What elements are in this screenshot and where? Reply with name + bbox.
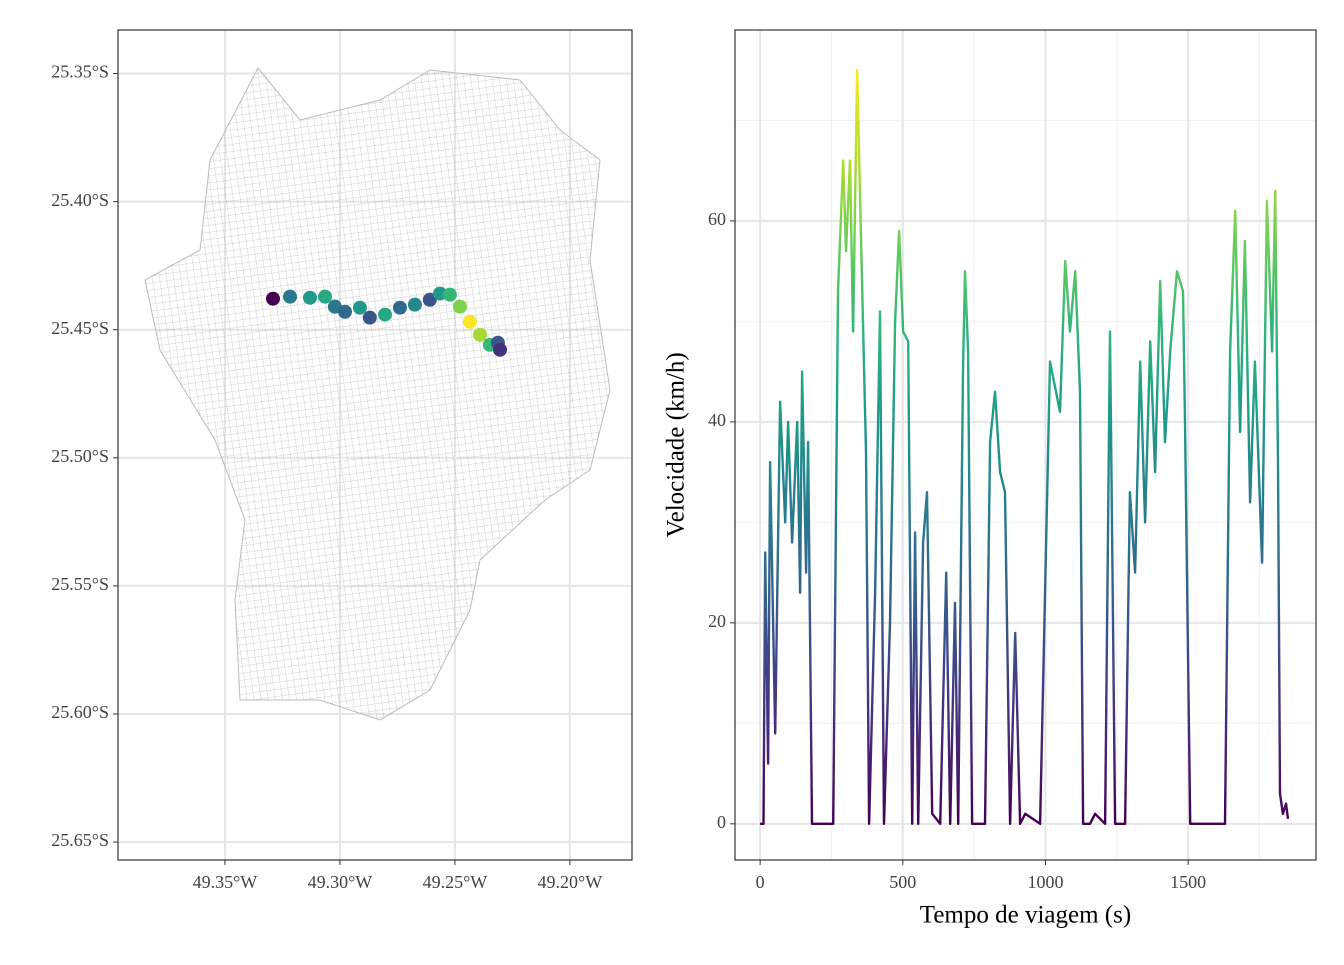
panel-border: [734, 29, 1317, 861]
x-tick-label: 49.20°W: [538, 872, 603, 892]
street-network: [144, 67, 611, 721]
panel-border: [117, 29, 633, 861]
y-tick-label: 25.50°S: [51, 446, 109, 466]
trajectory-point: [392, 300, 407, 315]
x-tick-label: 0: [756, 872, 765, 892]
trajectory-point: [303, 290, 318, 305]
x-tick-label: 1000: [1027, 872, 1063, 892]
trajectory-point: [462, 314, 477, 329]
x-tick-label: 49.25°W: [423, 872, 488, 892]
y-tick-label: 25.40°S: [51, 190, 109, 210]
trajectory-point: [407, 297, 422, 312]
y-axis-title: Velocidade (km/h): [663, 352, 690, 537]
y-tick-label: 25.45°S: [51, 318, 109, 338]
y-tick-label: 0: [717, 812, 726, 832]
y-tick-label: 20: [708, 611, 726, 631]
y-tick-label: 25.35°S: [51, 62, 109, 82]
trajectory-point: [472, 327, 487, 342]
y-tick-label: 40: [708, 410, 726, 430]
trajectory-point: [337, 304, 352, 319]
trajectory-point: [352, 300, 367, 315]
x-tick-label: 49.35°W: [193, 872, 258, 892]
x-axis-title: Tempo de viagem (s): [920, 902, 1131, 929]
trajectory-point: [442, 287, 457, 302]
speed-line: [760, 69, 1290, 825]
x-tick-label: 1500: [1170, 872, 1206, 892]
y-tick-label: 25.55°S: [51, 574, 109, 594]
trajectory-point: [492, 342, 507, 357]
trajectory-point: [452, 299, 467, 314]
trajectory-point: [422, 292, 437, 307]
y-tick-label: 60: [708, 209, 726, 229]
trajectory-point: [317, 289, 332, 304]
trajectory-point: [378, 307, 393, 322]
map-panel: 49.35°W 49.30°W 49.25°W 49.20°W 25.35°S 25.40…: [51, 29, 633, 892]
y-tick-label: 25.65°S: [51, 830, 109, 850]
y-tick-label: 25.60°S: [51, 702, 109, 722]
trajectory-point: [362, 310, 377, 325]
x-tick-label: 500: [889, 872, 916, 892]
line-panel: 0 500 1000 1500 0 20 40 60 Tempo de viagem (s) Ve…: [663, 29, 1317, 929]
trajectory-point: [283, 289, 298, 304]
trajectory-point: [266, 291, 281, 306]
x-tick-label: 49.30°W: [308, 872, 373, 892]
